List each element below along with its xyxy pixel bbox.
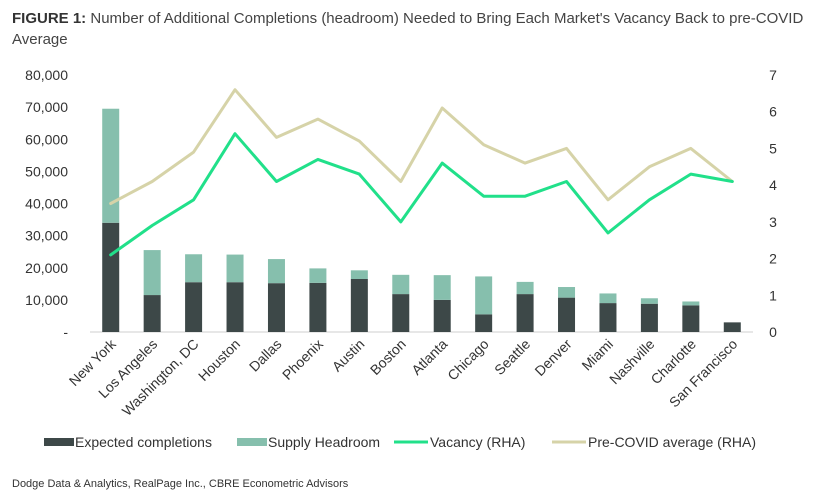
x-tick-label: Phoenix [279,336,326,383]
left-tick-label: 60,000 [25,131,68,147]
bar-expected-completions [350,278,368,332]
bar-expected-completions [599,303,617,332]
right-tick-label: 2 [769,251,777,267]
legend-swatch [237,438,267,446]
figure-title-text: Number of Additional Completions (headro… [12,10,804,48]
left-tick-label: 40,000 [25,196,68,212]
right-tick-label: 0 [769,324,777,340]
left-tick-label: 20,000 [25,260,68,276]
bar-series [102,108,741,332]
legend: Expected completions Supply Headroom Vacan… [44,434,756,450]
x-tick-label: Boston [367,336,409,378]
source-note: Dodge Data & Analytics, RealPage Inc., C… [12,478,349,490]
left-tick-label: 50,000 [25,163,68,179]
bar-supply-headroom [102,108,120,223]
legend-label: Expected completions [75,434,212,450]
bar-expected-completions [682,305,700,332]
bar-expected-completions [185,282,203,332]
legend-label: Vacancy (RHA) [430,434,525,450]
right-tick-label: 4 [769,177,777,193]
line-vacancy [109,132,734,257]
x-tick-label: Seattle [491,336,533,378]
x-tick-label: Austin [329,336,368,375]
bar-supply-headroom [599,293,617,304]
x-tick-label: Washington, DC [119,336,202,419]
bar-expected-completions [558,297,576,332]
bar-supply-headroom [516,281,534,295]
left-tick-label: - [63,324,68,340]
chart-title: FIGURE 1: Number of Additional Completio… [12,8,812,50]
left-tick-label: 70,000 [25,99,68,115]
figure-prefix: FIGURE 1: [12,10,87,27]
x-tick-label: Dallas [246,336,285,375]
bar-supply-headroom [558,287,576,298]
legend-label: Pre-COVID average (RHA) [588,434,756,450]
bar-supply-headroom [185,254,203,283]
right-axis: 0 1 2 3 4 5 6 7 [769,67,777,340]
left-tick-label: 10,000 [25,292,68,308]
bar-supply-headroom [682,301,700,306]
bar-supply-headroom [350,270,368,279]
bar-expected-completions [723,322,741,332]
bar-supply-headroom [475,276,493,315]
bar-supply-headroom [267,259,285,284]
bar-expected-completions [143,295,161,332]
left-tick-label: 80,000 [25,67,68,83]
line-series [109,88,734,257]
x-tick-label: Houston [195,336,243,384]
bar-supply-headroom [309,268,327,283]
bar-supply-headroom [143,250,161,296]
right-tick-label: 6 [769,104,777,120]
bar-expected-completions [226,282,244,332]
bar-expected-completions [475,314,493,332]
bar-supply-headroom [392,274,410,295]
right-tick-label: 1 [769,287,777,303]
line-precovid-average [109,88,734,205]
right-tick-label: 5 [769,140,777,156]
left-tick-label: 30,000 [25,228,68,244]
left-axis: - 10,000 20,000 30,000 40,000 50,000 60,000 70,… [25,67,68,340]
bar-supply-headroom [226,254,244,283]
right-tick-label: 3 [769,214,777,230]
bar-expected-completions [516,294,534,332]
bar-supply-headroom [640,298,658,304]
bar-expected-completions [267,283,285,332]
bar-expected-completions [102,222,120,332]
right-tick-label: 7 [769,67,777,83]
x-tick-label: Miami [578,336,616,374]
legend-swatch [44,438,74,446]
x-tick-label: Chicago [444,336,492,384]
bar-supply-headroom [433,275,451,300]
bar-expected-completions [433,299,451,332]
bar-expected-completions [392,294,410,332]
legend-label: Supply Headroom [268,434,380,450]
x-tick-label: Denver [531,336,574,379]
bar-expected-completions [640,303,658,332]
bar-expected-completions [309,282,327,332]
